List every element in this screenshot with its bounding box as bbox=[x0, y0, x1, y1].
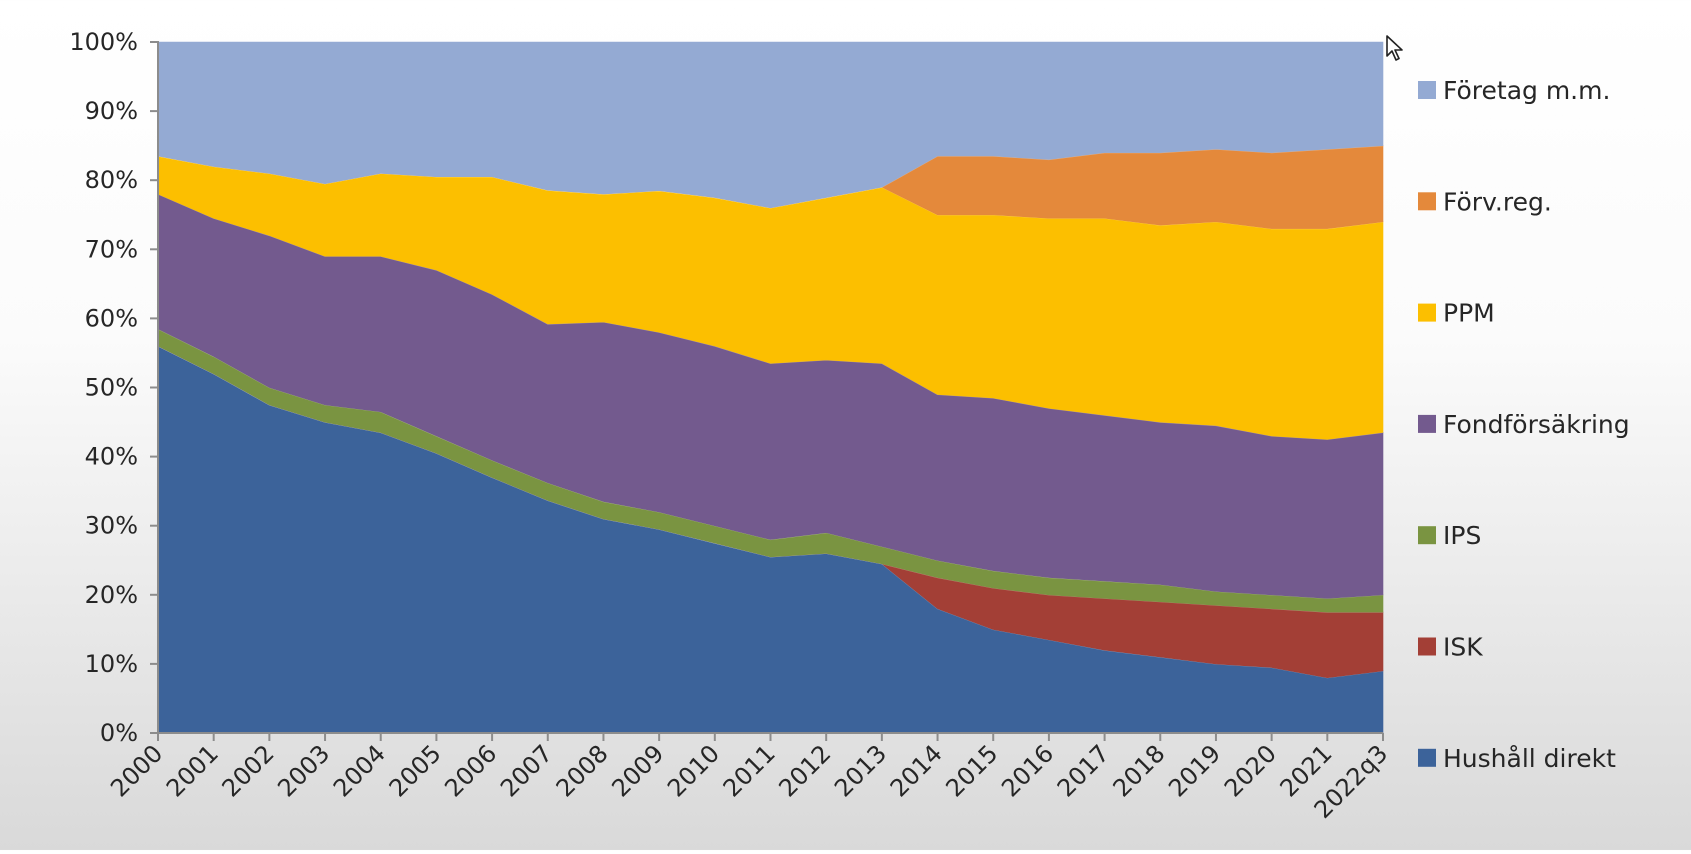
x-tick-label: 2003 bbox=[272, 739, 335, 802]
legend-item-forv-reg: Förv.reg. bbox=[1418, 187, 1552, 216]
legend-swatch bbox=[1418, 192, 1436, 211]
x-tick-label: 2013 bbox=[829, 739, 892, 802]
mouse-pointer-icon bbox=[1385, 34, 1405, 66]
legend-swatch bbox=[1418, 81, 1436, 99]
y-tick-label: 50% bbox=[85, 374, 138, 402]
y-tick-label: 90% bbox=[85, 97, 138, 125]
x-tick-label: 2000 bbox=[105, 739, 168, 802]
x-tick-label: 2006 bbox=[439, 739, 502, 802]
x-tick-label: 2018 bbox=[1108, 739, 1171, 802]
y-tick-label: 0% bbox=[100, 719, 138, 747]
y-tick-label: 80% bbox=[85, 166, 138, 194]
x-tick-label: 2015 bbox=[940, 739, 1003, 802]
legend-label: Förv.reg. bbox=[1443, 187, 1552, 216]
legend-item-ips: IPS bbox=[1418, 521, 1481, 550]
legend-swatch bbox=[1418, 637, 1436, 656]
x-tick-label: 2020 bbox=[1219, 739, 1282, 802]
x-tick-label: 2016 bbox=[996, 739, 1059, 802]
area-foretag-m-m bbox=[157, 41, 1384, 209]
legend-item-hushall-direkt: Hushåll direkt bbox=[1418, 744, 1616, 773]
legend: Företag m.m. Förv.reg. PPM Fondförsäkring IP… bbox=[1418, 76, 1630, 773]
legend-item-isk: ISK bbox=[1418, 633, 1483, 662]
x-tick-label: 2004 bbox=[328, 739, 391, 802]
x-tick-label: 2002 bbox=[217, 739, 280, 802]
legend-item-ppm: PPM bbox=[1418, 299, 1495, 328]
y-tick-label: 70% bbox=[85, 235, 138, 263]
x-tick-label: 2005 bbox=[384, 739, 447, 802]
legend-item-fondforsakring: Fondförsäkring bbox=[1418, 410, 1630, 439]
legend-label: Företag m.m. bbox=[1443, 76, 1610, 105]
y-tick-label: 30% bbox=[85, 512, 138, 540]
x-tick-label: 2019 bbox=[1163, 739, 1226, 802]
legend-item-foretag-m-m: Företag m.m. bbox=[1418, 76, 1610, 105]
x-tick-label: 2009 bbox=[606, 739, 669, 802]
legend-label: IPS bbox=[1443, 521, 1481, 550]
y-tick-label: 10% bbox=[85, 650, 138, 678]
x-tick-label: 2014 bbox=[885, 739, 948, 802]
x-tick-label: 2017 bbox=[1052, 739, 1115, 802]
y-tick-label: 60% bbox=[85, 304, 138, 332]
legend-label: Fondförsäkring bbox=[1443, 410, 1630, 439]
legend-swatch bbox=[1418, 748, 1436, 767]
legend-swatch bbox=[1418, 414, 1436, 433]
y-tick-label: 20% bbox=[85, 581, 138, 609]
x-tick-label: 2008 bbox=[551, 739, 614, 802]
x-tick-label: 2001 bbox=[161, 739, 224, 802]
legend-label: ISK bbox=[1443, 633, 1483, 662]
legend-label: PPM bbox=[1443, 299, 1495, 328]
x-tick-label: 2011 bbox=[718, 739, 781, 802]
legend-swatch bbox=[1418, 526, 1436, 545]
y-tick-label: 100% bbox=[69, 28, 138, 56]
legend-swatch bbox=[1418, 303, 1436, 322]
x-tick-label: 2007 bbox=[495, 739, 558, 802]
areas-layer bbox=[157, 41, 1384, 734]
legend-label: Hushåll direkt bbox=[1443, 744, 1616, 773]
x-tick-label: 2012 bbox=[773, 739, 836, 802]
y-tick-label: 40% bbox=[85, 443, 138, 471]
x-tick-label: 2010 bbox=[662, 739, 725, 802]
